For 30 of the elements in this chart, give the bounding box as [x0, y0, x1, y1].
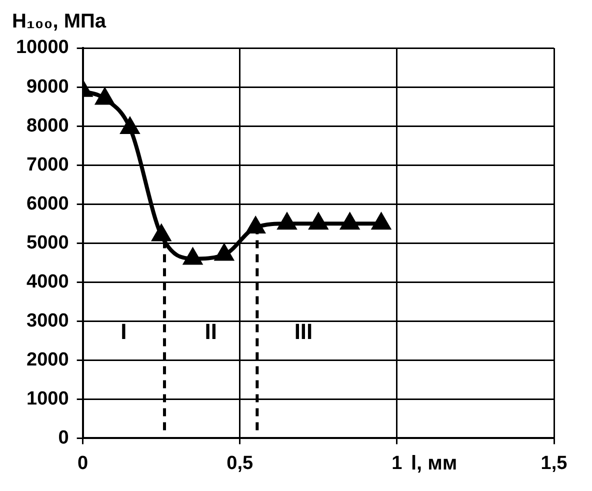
point — [215, 244, 234, 261]
y-tick-label: 3000 — [26, 310, 69, 332]
point — [278, 214, 296, 230]
x-axis-title: l, мм — [410, 452, 458, 475]
y-tick-label: 5000 — [26, 232, 69, 254]
point — [340, 214, 359, 230]
point — [309, 214, 328, 230]
x-tick-label: 1 — [392, 452, 403, 474]
annotation: II — [204, 318, 217, 344]
annotation: I — [120, 318, 127, 344]
y-tick-label: 8000 — [26, 115, 69, 136]
point — [152, 225, 170, 242]
point — [96, 88, 114, 105]
y-tick-label: 10000 — [16, 37, 69, 58]
y-tick-label: 2000 — [26, 349, 69, 370]
y-tick-label: 4000 — [26, 271, 69, 292]
y-tick-label: 9000 — [26, 76, 69, 98]
point — [372, 214, 390, 230]
point — [246, 217, 265, 234]
y-axis-title: H₁₀₀, МПа — [12, 10, 107, 33]
y-tick-label: 7000 — [26, 154, 69, 176]
y-tick-label: 1000 — [26, 388, 69, 410]
x-tick-label: 1,5 — [540, 452, 568, 474]
y-tick-label: 6000 — [26, 193, 69, 214]
point — [184, 248, 202, 265]
point — [121, 118, 139, 134]
x-tick-label: 0 — [78, 452, 88, 474]
y-tick-label: 0 — [58, 427, 69, 448]
x-tick-label: 0,5 — [226, 452, 254, 474]
annotation: III — [294, 318, 313, 344]
